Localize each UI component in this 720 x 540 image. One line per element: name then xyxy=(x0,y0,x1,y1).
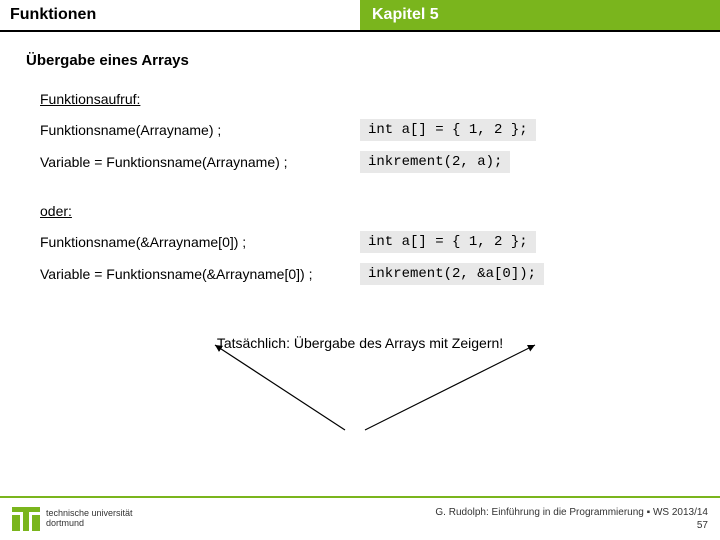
footer-credit: G. Rudolph: Einführung in die Programmie… xyxy=(435,507,708,518)
page-number: 57 xyxy=(435,520,708,531)
section1-row2-code: inkrement(2, a); xyxy=(360,151,510,173)
slide-header: Funktionen Kapitel 5 xyxy=(0,0,720,32)
header-left-title: Funktionen xyxy=(0,0,360,30)
section1-row2: Variable = Funktionsname(Arrayname) ; in… xyxy=(40,151,694,173)
section1-row1-code: int a[] = { 1, 2 }; xyxy=(360,119,536,141)
conclusion-text: Tatsächlich: Übergabe des Arrays mit Zei… xyxy=(26,335,694,351)
slide-content: Übergabe eines Arrays Funktionsaufruf: F… xyxy=(0,32,720,351)
section2-row2: Variable = Funktionsname(&Arrayname[0]) … xyxy=(40,263,694,285)
uni-line2: dortmund xyxy=(46,519,133,529)
section2-row2-code: inkrement(2, &a[0]); xyxy=(360,263,544,285)
section2-row2-text: Variable = Funktionsname(&Arrayname[0]) … xyxy=(40,266,360,282)
tu-logo-icon xyxy=(12,507,40,531)
section1-row2-text: Variable = Funktionsname(Arrayname) ; xyxy=(40,154,360,170)
slide-footer: technische universität dortmund G. Rudol… xyxy=(0,496,720,540)
section1-label: Funktionsaufruf: xyxy=(40,91,694,107)
subtitle: Übergabe eines Arrays xyxy=(26,52,694,69)
section1-row1-text: Funktionsname(Arrayname) ; xyxy=(40,122,360,138)
university-name: technische universität dortmund xyxy=(46,509,133,529)
section2-row1-text: Funktionsname(&Arrayname[0]) ; xyxy=(40,234,360,250)
section1-row1: Funktionsname(Arrayname) ; int a[] = { 1… xyxy=(40,119,694,141)
section2-label: oder: xyxy=(40,203,694,219)
header-right-chapter: Kapitel 5 xyxy=(360,0,720,30)
section2-row1-code: int a[] = { 1, 2 }; xyxy=(360,231,536,253)
footer-credit-block: G. Rudolph: Einführung in die Programmie… xyxy=(435,507,708,531)
university-logo: technische universität dortmund xyxy=(12,507,133,531)
section2-row1: Funktionsname(&Arrayname[0]) ; int a[] =… xyxy=(40,231,694,253)
